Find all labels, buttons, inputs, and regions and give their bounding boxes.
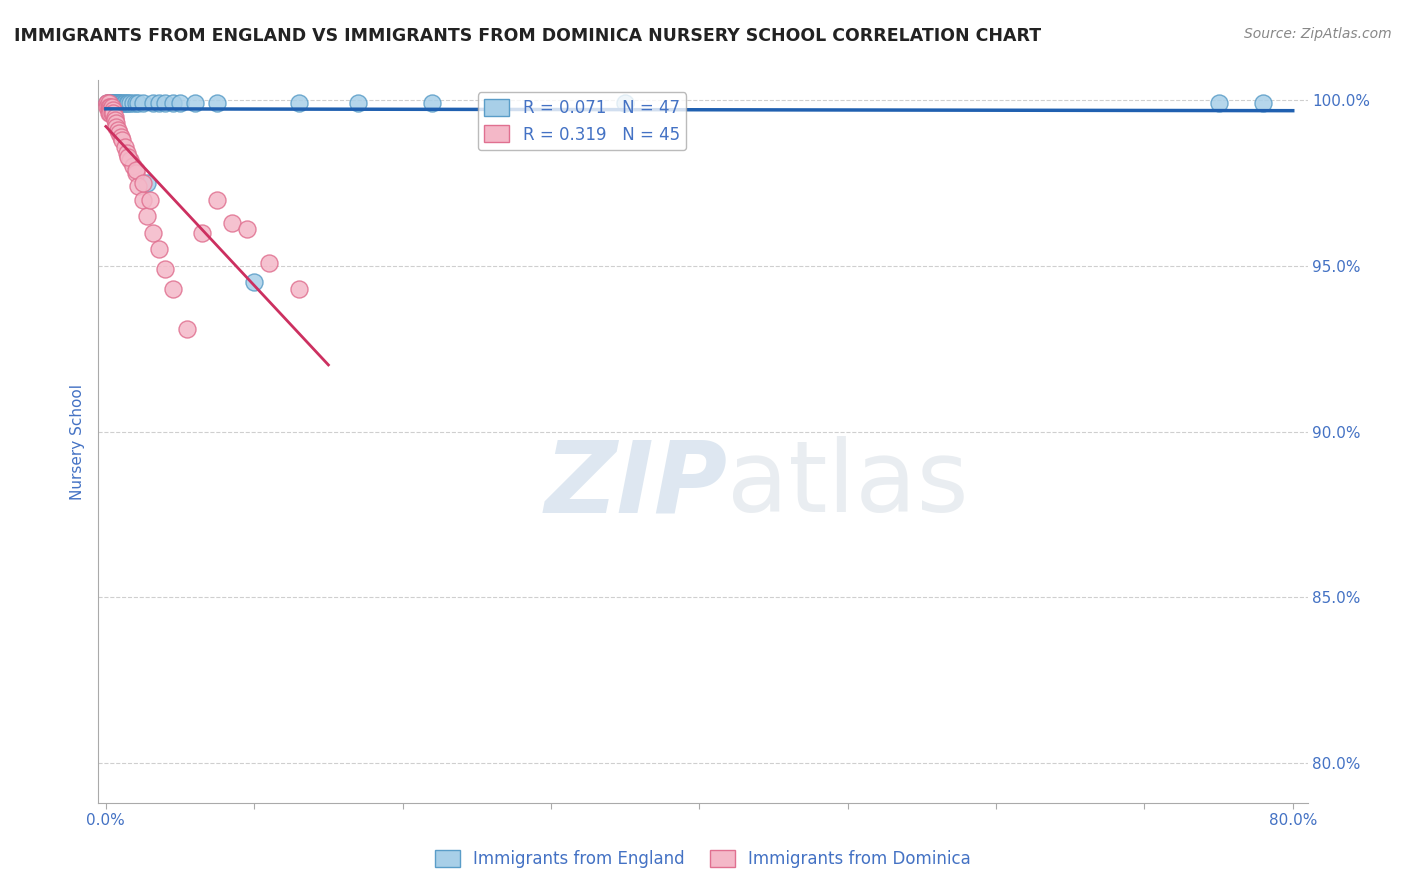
Point	[117, 149, 139, 163]
Point	[98, 103, 121, 117]
Point	[191, 226, 214, 240]
Point	[107, 123, 129, 137]
Point	[162, 282, 184, 296]
Point	[108, 126, 131, 140]
Point	[420, 96, 443, 111]
Point	[1208, 96, 1230, 111]
Point	[96, 96, 118, 111]
Point	[153, 96, 176, 111]
Point	[124, 162, 146, 177]
Point	[132, 176, 155, 190]
Point	[205, 96, 228, 111]
Point	[105, 96, 128, 111]
Point	[221, 216, 243, 230]
Point	[112, 96, 135, 111]
Point	[1251, 96, 1274, 111]
Point	[100, 106, 122, 120]
Point	[103, 106, 125, 120]
Point	[98, 96, 121, 111]
Text: ZIP: ZIP	[544, 436, 727, 533]
Point	[96, 96, 118, 111]
Point	[111, 96, 134, 111]
Text: atlas: atlas	[727, 436, 969, 533]
Point	[105, 120, 128, 134]
Point	[153, 262, 176, 277]
Point	[136, 209, 159, 223]
Point	[176, 322, 198, 336]
Y-axis label: Nursery School: Nursery School	[69, 384, 84, 500]
Point	[97, 100, 120, 114]
Point	[100, 100, 122, 114]
Point	[100, 96, 122, 111]
Point	[98, 96, 121, 111]
Point	[614, 96, 637, 111]
Point	[114, 139, 136, 153]
Point	[98, 100, 121, 114]
Point	[97, 96, 120, 111]
Text: Source: ZipAtlas.com: Source: ZipAtlas.com	[1244, 27, 1392, 41]
Point	[107, 96, 129, 111]
Point	[98, 106, 121, 120]
Point	[104, 113, 127, 128]
Point	[287, 282, 309, 296]
Point	[104, 96, 127, 111]
Point	[110, 96, 132, 111]
Point	[103, 96, 125, 111]
Point	[103, 96, 125, 111]
Point	[121, 160, 143, 174]
Point	[127, 179, 149, 194]
Point	[169, 96, 191, 111]
Point	[111, 133, 134, 147]
Point	[104, 96, 127, 111]
Point	[142, 226, 165, 240]
Point	[124, 166, 146, 180]
Point	[105, 96, 128, 111]
Point	[103, 103, 125, 117]
Point	[136, 176, 159, 190]
Point	[117, 96, 139, 111]
Point	[124, 96, 146, 111]
Text: IMMIGRANTS FROM ENGLAND VS IMMIGRANTS FROM DOMINICA NURSERY SCHOOL CORRELATION C: IMMIGRANTS FROM ENGLAND VS IMMIGRANTS FR…	[14, 27, 1042, 45]
Point	[121, 96, 143, 111]
Point	[107, 96, 129, 111]
Point	[98, 96, 121, 111]
Point	[115, 96, 138, 111]
Point	[132, 193, 155, 207]
Point	[105, 116, 128, 130]
Point	[132, 96, 155, 111]
Point	[347, 96, 370, 111]
Point	[205, 193, 228, 207]
Point	[243, 276, 266, 290]
Point	[118, 153, 141, 167]
Point	[97, 106, 120, 120]
Point	[148, 242, 170, 256]
Point	[184, 96, 207, 111]
Point	[100, 96, 122, 111]
Point	[100, 96, 122, 111]
Point	[104, 96, 127, 111]
Point	[148, 96, 170, 111]
Point	[257, 255, 280, 269]
Point	[236, 222, 259, 236]
Point	[97, 96, 120, 111]
Point	[127, 96, 149, 111]
Point	[104, 110, 127, 124]
Point	[108, 96, 131, 111]
Point	[118, 96, 141, 111]
Legend: Immigrants from England, Immigrants from Dominica: Immigrants from England, Immigrants from…	[429, 843, 977, 875]
Point	[115, 146, 138, 161]
Point	[97, 96, 120, 111]
Point	[139, 193, 162, 207]
Point	[96, 96, 118, 111]
Point	[114, 96, 136, 111]
Point	[97, 103, 120, 117]
Point	[162, 96, 184, 111]
Point	[287, 96, 309, 111]
Point	[96, 100, 118, 114]
Legend: R = 0.071   N = 47, R = 0.319   N = 45: R = 0.071 N = 47, R = 0.319 N = 45	[478, 92, 686, 150]
Point	[142, 96, 165, 111]
Point	[110, 129, 132, 144]
Point	[108, 96, 131, 111]
Point	[103, 96, 125, 111]
